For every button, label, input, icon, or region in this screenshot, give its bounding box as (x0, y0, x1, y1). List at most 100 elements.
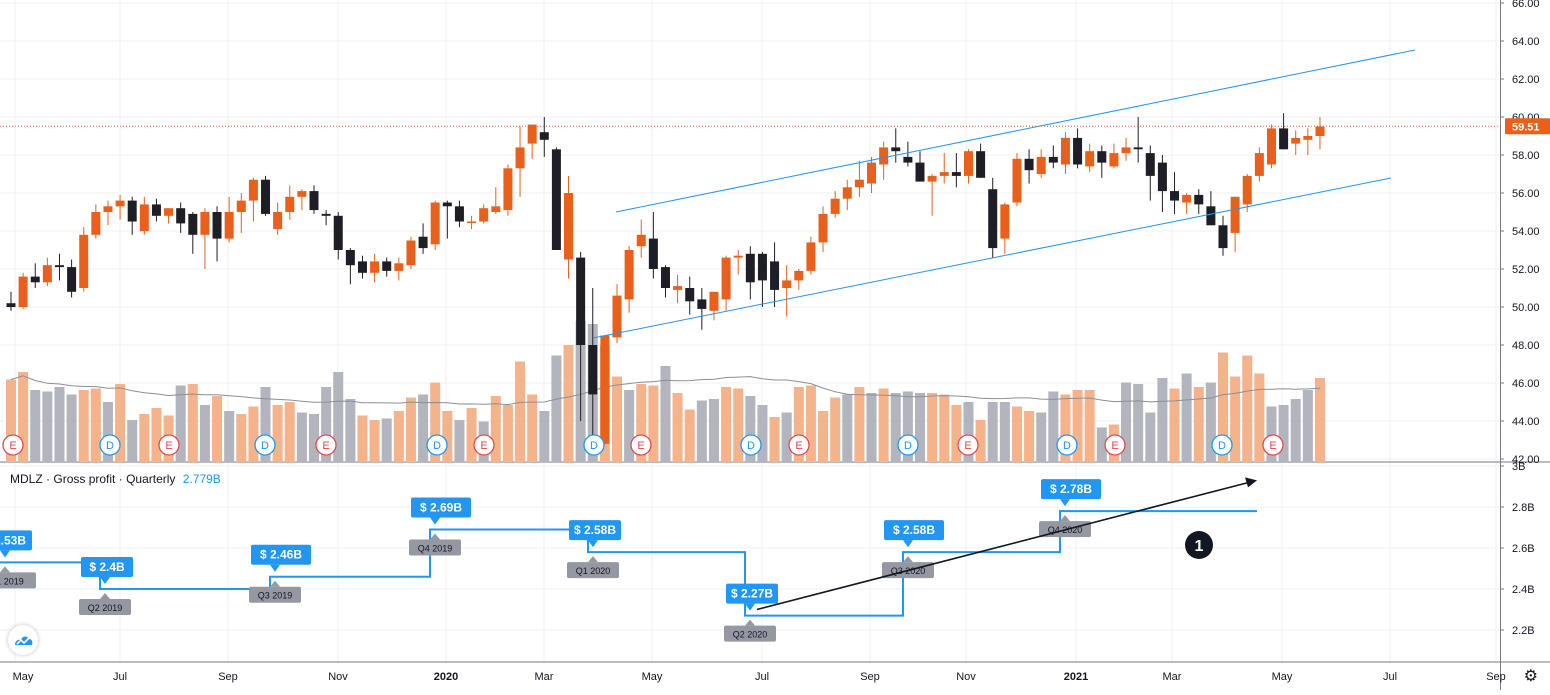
volume-bar (199, 405, 210, 462)
candle-body (1024, 158, 1034, 171)
volume-bar (1181, 373, 1192, 462)
value-callout-label: $ 2.78B (1050, 482, 1092, 496)
volume-bar (212, 396, 223, 462)
volume-bar (1157, 378, 1168, 462)
quarter-tag-label: Q4 2019 (418, 544, 453, 554)
candle-body (236, 200, 246, 212)
event-marker-circle (740, 434, 762, 456)
volume-bar (987, 402, 998, 462)
candle-body (782, 280, 792, 288)
candle-body (976, 151, 986, 178)
candle-body (273, 212, 283, 230)
value-callout (726, 583, 778, 604)
candle-body (370, 261, 380, 273)
candle-body (842, 187, 852, 199)
volume-bar (975, 420, 986, 462)
volume-bar (1036, 412, 1047, 462)
study-period: Quarterly (126, 472, 176, 486)
volume-bar (890, 393, 901, 462)
volume-bar (515, 361, 526, 462)
candle-body (467, 221, 477, 223)
volume-bar (369, 420, 380, 462)
candle-body (867, 162, 877, 184)
candle-body (42, 265, 52, 283)
value-callout-pointer (588, 540, 598, 548)
volume-bar (1266, 406, 1277, 462)
candle-body (164, 208, 174, 216)
price-tick-label: 58.00 (1512, 150, 1540, 162)
candle-body (988, 189, 998, 249)
quarter-tag (409, 539, 461, 556)
volume-bar (1254, 373, 1265, 462)
event-marker-label: E (1111, 440, 1118, 452)
gross-profit-labels: 2.53B 1 2019 $ 2.4B Q2 2019 $ 2.46B Q3 2019 $ … (0, 479, 1101, 642)
tradingview-logo-icon[interactable] (8, 625, 38, 655)
volume-bar (551, 355, 562, 462)
quarter-tag-pointer (430, 533, 440, 540)
candle-body (903, 156, 913, 163)
time-axis: May Jul Sep Nov 2020 Mar May Jul Sep Nov 2021 Mar Ma… (13, 671, 1506, 683)
candle-body (297, 191, 307, 197)
volume-bar (1218, 352, 1228, 462)
volume-bar (381, 418, 392, 462)
event-marker-label: D (747, 440, 755, 452)
candle-body (430, 202, 440, 245)
study-tick-label: 3B (1512, 461, 1525, 473)
candle-body (188, 213, 198, 235)
candle-body (321, 213, 331, 216)
quarter-tag-pointer (588, 556, 598, 563)
candle-body (1157, 162, 1167, 192)
candle-body (515, 147, 525, 169)
volume-bar (90, 388, 101, 462)
price-tick-label: 42.00 (1512, 454, 1540, 466)
quarter-tag-label: Q2 2020 (733, 630, 768, 640)
gear-icon[interactable]: ⚙ (1523, 668, 1538, 685)
volume-bar (418, 394, 429, 462)
volume-bar (1011, 406, 1022, 462)
time-tick-label: Sep (860, 671, 880, 683)
time-tick-label: May (13, 671, 34, 683)
candle-body (588, 345, 598, 395)
volume-bar (818, 411, 829, 462)
volume-bar (1169, 388, 1180, 462)
time-tick-label: 2021 (1064, 671, 1088, 683)
study-tick-label: 2.8B (1512, 502, 1535, 514)
volume-bar (430, 382, 441, 462)
volume-bar (224, 411, 235, 462)
volume-bar (769, 417, 780, 462)
candle-body (1073, 137, 1083, 165)
candle-body (1182, 194, 1192, 203)
candle-body (1254, 153, 1264, 176)
volume-bar (563, 345, 574, 462)
volume-bar (1302, 390, 1313, 462)
volume-bar (115, 384, 126, 462)
candle-body (212, 212, 222, 239)
study-name: Gross profit (53, 472, 116, 486)
candle-body (648, 238, 658, 269)
candle-body (1145, 153, 1155, 176)
candle-body (915, 162, 925, 182)
time-tick-label: May (1272, 671, 1293, 683)
candle-body (139, 204, 149, 231)
value-callout (1041, 479, 1101, 500)
volume-bar (866, 393, 877, 462)
event-marker-label: D (590, 440, 598, 452)
candle-body (757, 253, 767, 281)
candle-body (1291, 137, 1301, 144)
candle-body (600, 335, 610, 444)
value-callout-pointer (430, 517, 440, 525)
price-axis: 66.0064.0062.0060.0058.0056.0054.0052.00… (1500, 0, 1540, 466)
event-marker-circle (583, 434, 605, 456)
volume-bar (442, 411, 453, 462)
event-marker-circle (1262, 434, 1284, 456)
candle-body (79, 234, 89, 288)
event-marker-circle (473, 434, 495, 456)
candle-body (685, 288, 695, 302)
candle-body (1279, 128, 1289, 150)
volume-bar (1024, 411, 1035, 462)
volume-bar (454, 420, 465, 462)
candle-body (1303, 136, 1313, 140)
candle-body (660, 267, 670, 288)
